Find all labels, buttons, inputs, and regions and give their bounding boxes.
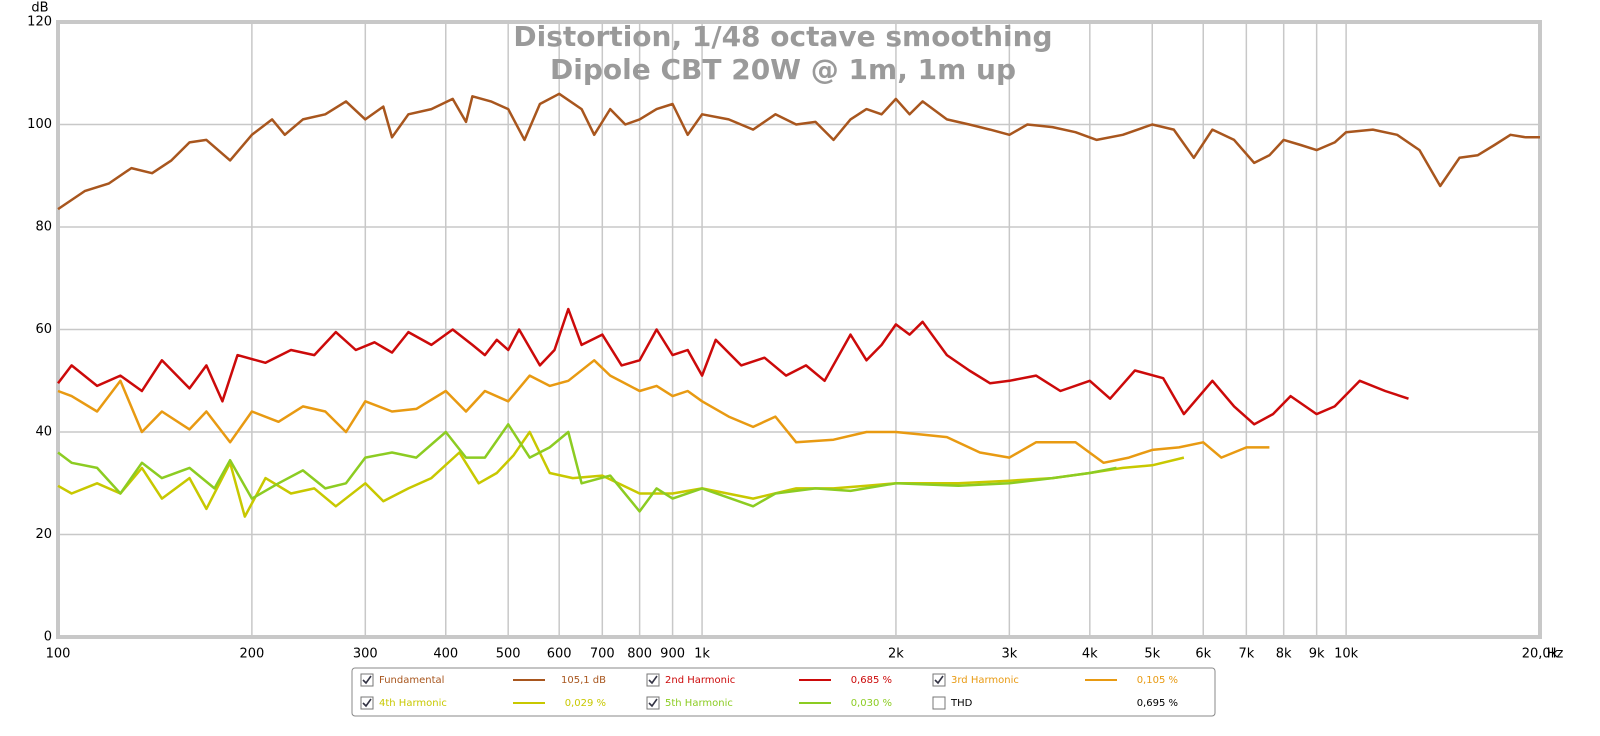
x-tick-label: 100 [46,647,71,662]
x-tick-label: 400 [433,647,458,662]
chart-title: Distortion, 1/48 octave smoothing [513,20,1052,53]
legend-checkbox [932,673,946,687]
lines [57,92,1540,518]
x-tick-label: 10k [1334,647,1359,662]
x-tick-label: 300 [353,647,378,662]
series-line [57,423,1117,513]
legend-label: 5th Harmonic [665,698,733,709]
legend-label: 4th Harmonic [379,698,447,709]
x-tick-label: 700 [590,647,615,662]
legend-checkmark [362,675,372,685]
x-tick-label: 6k [1195,647,1211,662]
legend-readout: 0,030 % [851,698,892,709]
x-tick-label: 7k [1238,647,1254,662]
x-tick-label: 800 [627,647,652,662]
y-tick-label: 40 [35,425,52,440]
legend-checkmark [648,675,658,685]
legend-checkbox [360,696,374,710]
legend-checkmark [362,698,372,708]
x-tick-label: 200 [239,647,264,662]
y-tick-label: 80 [35,220,52,235]
legend-readout: 0,105 % [1137,675,1178,686]
y-tick-label: 60 [35,322,52,337]
series-line [57,92,1540,211]
legend-checkbox [646,673,660,687]
legend-checkbox [646,696,660,710]
x-tick-label: 8k [1276,647,1292,662]
x-tick-label: 5k [1144,647,1160,662]
x-tick-label: 20,0k [1522,647,1559,662]
y-tick-label: 120 [27,15,52,30]
x-tick-label: 900 [660,647,685,662]
y-tick-label: 0 [44,630,52,645]
x-axis-label: Hz [1547,647,1564,662]
x-tick-label: 9k [1309,647,1325,662]
x-tick-label: 4k [1082,647,1098,662]
legend-checkbox [932,696,946,710]
legend-checkmark [648,698,658,708]
series-line [57,307,1409,426]
legend-entries: Fundamental 105,1 dB 2nd Harmonic 0,685 % 3r… [360,673,1178,710]
y-axis-label: dB [31,1,48,16]
series-line [57,359,1270,465]
y-tick-label: 20 [35,527,52,542]
legend-readout: 0,685 % [851,675,892,686]
legend-checkmark [934,675,944,685]
legend-label: THD [950,698,973,709]
legend-readout: 0,695 % [1137,698,1178,709]
legend-readout: 0,029 % [565,698,606,709]
legend-checkbox [360,673,374,687]
legend-label: 2nd Harmonic [665,675,735,686]
x-tick-label: 600 [547,647,572,662]
y-tick-label: 100 [27,117,52,132]
x-tick-label: 3k [1001,647,1017,662]
chart-subtitle: Dipole CBT 20W @ 1m, 1m up [550,53,1016,86]
legend-label: Fundamental [379,675,444,686]
grid: 0 20 40 60 80 100 120 100 200 300 400 500 600 700 800 9… [27,15,1559,662]
legend-label: 3rd Harmonic [951,675,1019,686]
legend-readout: 105,1 dB [561,675,606,686]
x-tick-label: 500 [496,647,521,662]
legend [351,667,1216,717]
x-tick-label: 1k [694,647,710,662]
x-tick-label: 2k [888,647,904,662]
